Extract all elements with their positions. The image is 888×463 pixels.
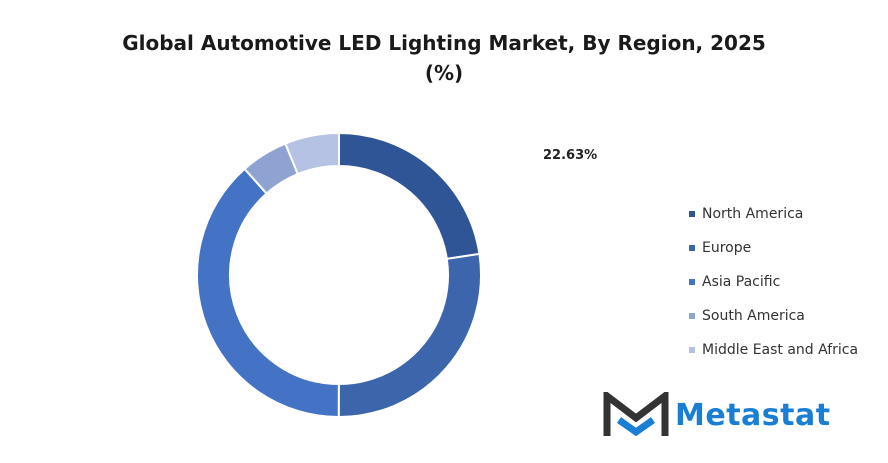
donut-slice-north-america xyxy=(338,131,481,260)
chart-title: Global Automotive LED Lighting Market, B… xyxy=(0,28,888,88)
legend-swatch xyxy=(689,211,695,217)
legend-item: Asia Pacific xyxy=(689,265,858,299)
legend-item: Europe xyxy=(689,231,858,265)
subtitle-text: (%) xyxy=(424,61,464,85)
metastat-logo: Metastat xyxy=(603,392,831,438)
legend-label: Asia Pacific xyxy=(702,274,781,290)
donut-slice-europe xyxy=(337,252,482,419)
data-label-north-america: 22.63% xyxy=(543,148,598,163)
legend-label: Middle East and Africa xyxy=(702,342,859,358)
legend-item: Middle East and Africa xyxy=(689,333,858,367)
legend: North America Europe Asia Pacific South Ame… xyxy=(689,197,858,367)
legend-item: South America xyxy=(689,299,858,333)
logo-text: Metastat xyxy=(675,397,831,433)
legend-item: North America xyxy=(689,197,858,231)
donut-slice-asia-pacific xyxy=(196,167,340,419)
title-text: Global Automotive LED Lighting Market, B… xyxy=(122,31,766,55)
legend-swatch xyxy=(689,347,695,353)
donut-slice-middle-east-and-africa xyxy=(284,131,340,176)
metastat-logo-icon xyxy=(603,392,669,437)
legend-label: South America xyxy=(702,308,805,324)
legend-swatch xyxy=(689,313,695,319)
legend-label: North America xyxy=(702,206,804,222)
legend-swatch xyxy=(689,279,695,285)
legend-label: Europe xyxy=(702,240,752,256)
legend-swatch xyxy=(689,245,695,251)
